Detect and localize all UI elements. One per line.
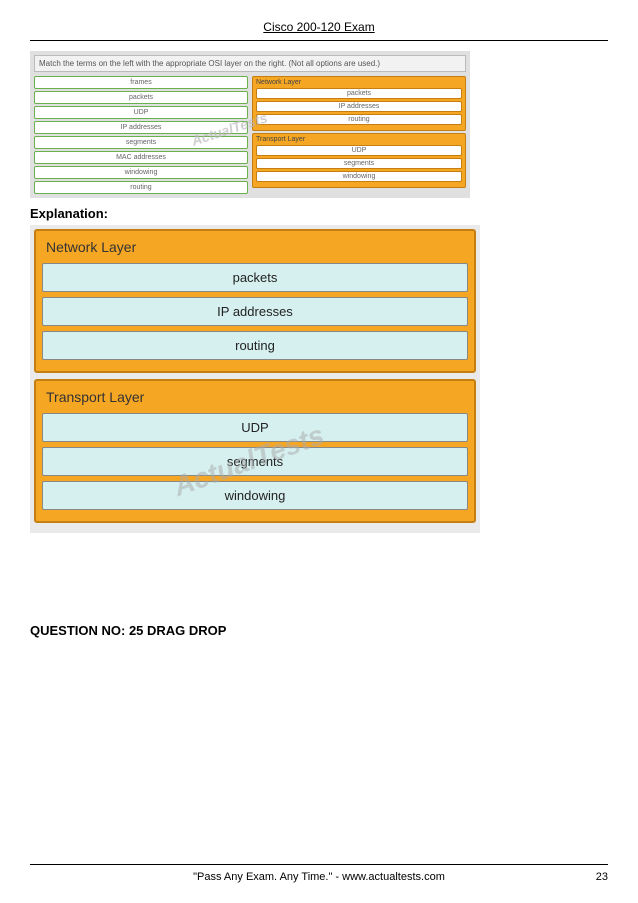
- question-number-heading: QUESTION NO: 25 DRAG DROP: [30, 623, 608, 638]
- dropped-item[interactable]: windowing: [256, 171, 462, 182]
- term-pill[interactable]: windowing: [34, 166, 248, 179]
- answer-item: IP addresses: [42, 297, 468, 326]
- page-footer: "Pass Any Exam. Any Time." - www.actualt…: [30, 864, 608, 883]
- dropped-item[interactable]: routing: [256, 114, 462, 125]
- footer-text: "Pass Any Exam. Any Time." - www.actualt…: [30, 871, 608, 883]
- term-pill[interactable]: frames: [34, 76, 248, 89]
- term-pill[interactable]: UDP: [34, 106, 248, 119]
- drag-drop-screenshot-small: Match the terms on the left with the app…: [30, 51, 470, 198]
- drop-group-network[interactable]: Network Layer packets IP addresses routi…: [252, 76, 466, 131]
- drop-target-column: Network Layer packets IP addresses routi…: [252, 76, 466, 194]
- page-header: Cisco 200-120 Exam: [30, 20, 608, 41]
- answer-group-network: Network Layer packets IP addresses routi…: [34, 229, 476, 373]
- answer-item: packets: [42, 263, 468, 292]
- answer-item: windowing: [42, 481, 468, 510]
- dropped-item[interactable]: segments: [256, 158, 462, 169]
- dropped-item[interactable]: UDP: [256, 145, 462, 156]
- explanation-heading: Explanation:: [30, 206, 608, 221]
- explanation-screenshot: Network Layer packets IP addresses routi…: [30, 225, 480, 533]
- group-title: Transport Layer: [256, 136, 462, 143]
- answer-group-transport: Transport Layer UDP segments windowing: [34, 379, 476, 523]
- term-pill[interactable]: packets: [34, 91, 248, 104]
- answer-item: segments: [42, 447, 468, 476]
- group-title: Transport Layer: [42, 387, 468, 407]
- drop-group-transport[interactable]: Transport Layer UDP segments windowing: [252, 133, 466, 188]
- term-pill[interactable]: MAC addresses: [34, 151, 248, 164]
- term-pill[interactable]: routing: [34, 181, 248, 194]
- answer-item: routing: [42, 331, 468, 360]
- instruction-bar: Match the terms on the left with the app…: [34, 55, 466, 72]
- page-number: 23: [596, 871, 608, 883]
- answer-item: UDP: [42, 413, 468, 442]
- term-pill[interactable]: IP addresses: [34, 121, 248, 134]
- group-title: Network Layer: [256, 79, 462, 86]
- drag-source-column: frames packets UDP IP addresses segments…: [34, 76, 248, 194]
- dropped-item[interactable]: packets: [256, 88, 462, 99]
- dropped-item[interactable]: IP addresses: [256, 101, 462, 112]
- term-pill[interactable]: segments: [34, 136, 248, 149]
- group-title: Network Layer: [42, 237, 468, 257]
